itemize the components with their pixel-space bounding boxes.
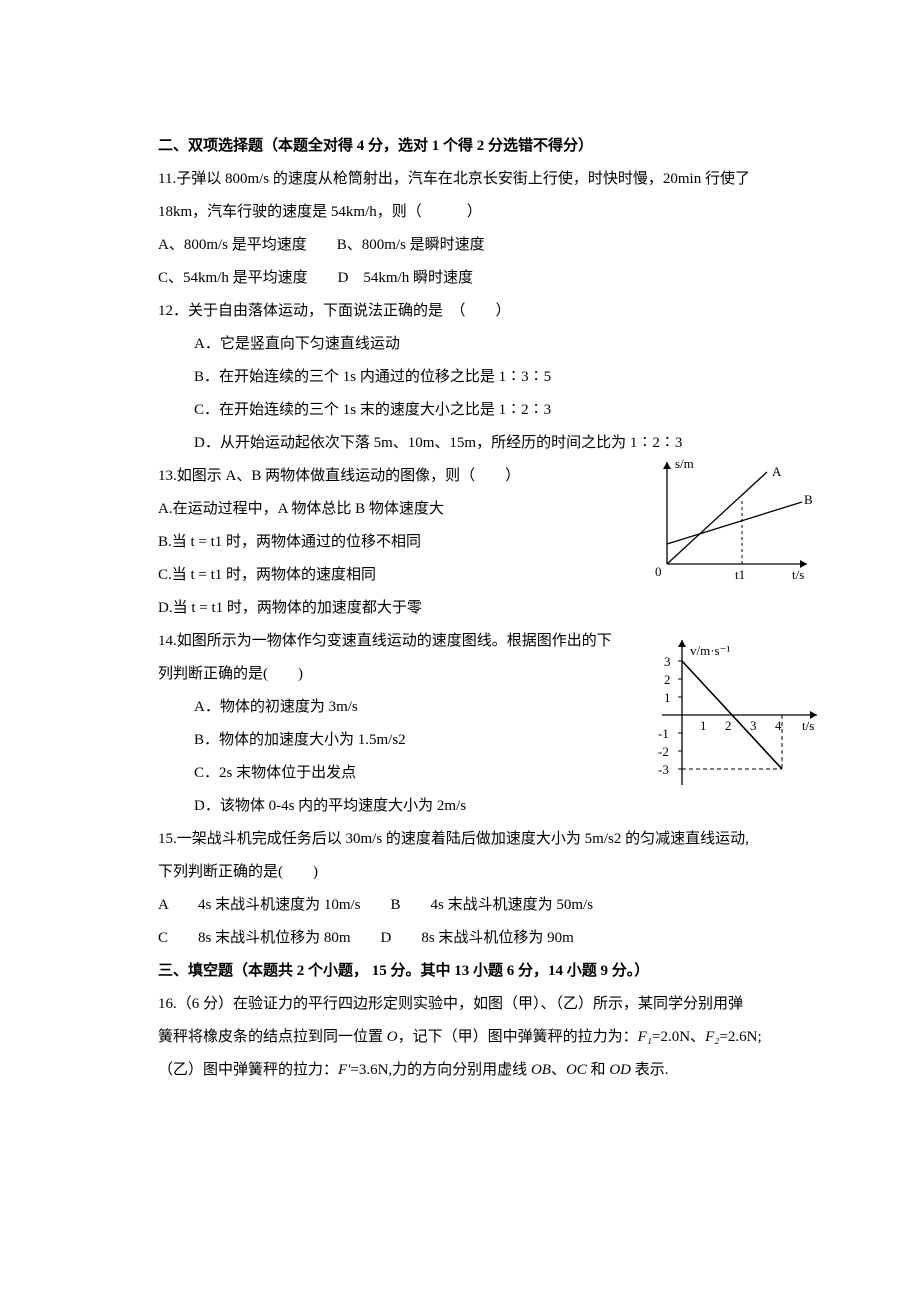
- q14-ytick-2: 2: [664, 672, 671, 687]
- q13-fig-t1: t1: [735, 567, 745, 582]
- q16-l3-oc: OC: [566, 1062, 587, 1078]
- q16-l2-a: 簧秤将橡皮条的结点拉到同一位置: [158, 1029, 387, 1045]
- question-15: 15.一架战斗机完成任务后以 30m/s 的速度着陆后做加速度大小为 5m/s2…: [158, 823, 792, 955]
- q13-fig-ylabel: s/m: [675, 456, 694, 471]
- q16-l2-c: =2.0N、: [652, 1029, 705, 1045]
- q16-l3-a: （乙）图中弹簧秤的拉力：: [158, 1062, 338, 1078]
- q15-options-cd: C 8s 末战斗机位移为 80m D 8s 末战斗机位移为 90m: [158, 922, 792, 955]
- q11-options-cd: C、54km/h 是平均速度 D 54km/h 瞬时速度: [158, 262, 792, 295]
- section-2-heading: 二、双项选择题（本题全对得 4 分，选对 1 个得 2 分选错不得分）: [158, 130, 792, 163]
- q13-fig-label-a: A: [772, 464, 782, 479]
- q11-options-ab: A、800m/s 是平均速度 B、800m/s 是瞬时速度: [158, 229, 792, 262]
- q15-options-ab: A 4s 末战斗机速度为 10m/s B 4s 末战斗机速度为 50m/s: [158, 889, 792, 922]
- q16-l3-e: 表示.: [631, 1062, 669, 1078]
- q16-l3-c: 、: [551, 1062, 566, 1078]
- q13-fig-xlabel: t/s: [792, 567, 804, 582]
- q16-l3-b: =3.6N,力的方向分别用虚线: [350, 1062, 531, 1078]
- question-14: 14.如图所示为一物体作匀变速直线运动的速度图线。根据图作出的下 列判断正确的是…: [158, 625, 792, 823]
- q14-ytick-3: 3: [664, 654, 671, 669]
- q11-stem-line2: 18km，汽车行驶的速度是 54km/h，则（ ）: [158, 196, 792, 229]
- q16-l3-od: OD: [609, 1062, 631, 1078]
- q16-l3-f: F': [338, 1062, 350, 1078]
- q11-stem-line1: 11.子弹以 800m/s 的速度从枪筒射出，汽车在北京长安街上行使，时快时慢，…: [158, 163, 792, 196]
- q12-stem: 12．关于自由落体运动，下面说法正确的是 （ ）: [158, 295, 792, 328]
- question-11: 11.子弹以 800m/s 的速度从枪筒射出，汽车在北京长安街上行使，时快时慢，…: [158, 163, 792, 295]
- q14-xlabel: t/s: [802, 718, 814, 733]
- q13-fig-label-b: B: [804, 492, 813, 507]
- q15-stem-line2: 下列判断正确的是( ): [158, 856, 792, 889]
- q14-xtick-3: 3: [750, 718, 757, 733]
- q13-figure: A B s/m t/s t1 0: [647, 454, 822, 597]
- q16-line2: 簧秤将橡皮条的结点拉到同一位置 O，记下（甲）图中弹簧秤的拉力为：F₁=2.0N…: [158, 1021, 792, 1054]
- q14-ylabel: v/m·s⁻¹: [690, 643, 730, 658]
- q16-l2-O: O: [387, 1029, 398, 1045]
- q14-ytick-1: 1: [664, 690, 671, 705]
- q14-xtick-2: 2: [725, 718, 732, 733]
- question-12: 12．关于自由落体运动，下面说法正确的是 （ ） A．它是竖直向下匀速直线运动 …: [158, 295, 792, 460]
- q12-option-a: A．它是竖直向下匀速直线运动: [158, 328, 792, 361]
- q16-l2-b: ，记下（甲）图中弹簧秤的拉力为：: [398, 1029, 638, 1045]
- question-16: 16.（6 分）在验证力的平行四边形定则实验中，如图（甲）、（乙）所示，某同学分…: [158, 988, 792, 1087]
- q13-fig-origin: 0: [655, 564, 662, 579]
- q16-l2-d: =2.6N;: [719, 1029, 761, 1045]
- q12-option-c: C．在开始连续的三个 1s 末的速度大小之比是 1∶2∶3: [158, 394, 792, 427]
- q12-option-b: B．在开始连续的三个 1s 内通过的位移之比是 1∶3∶5: [158, 361, 792, 394]
- section-3-heading: 三、填空题（本题共 2 个小题， 15 分。其中 13 小题 6 分，14 小题…: [158, 955, 792, 988]
- q16-l3-ob: OB: [531, 1062, 551, 1078]
- q14-ytick-n1: -1: [658, 726, 669, 741]
- q16-l2-f1: F₁: [638, 1029, 652, 1045]
- q14-figure: 3 2 1 -1 -2 -3 1 2 3 4 v/m·s⁻¹ t/s: [642, 625, 832, 818]
- q14-ytick-n2: -2: [658, 744, 669, 759]
- question-13: 13.如图示 A、B 两物体做直线运动的图像，则（ ） A.在运动过程中，A 物…: [158, 460, 792, 625]
- q14-xtick-4: 4: [775, 718, 782, 733]
- q16-l2-f2: F₂: [705, 1029, 719, 1045]
- q14-ytick-n3: -3: [658, 762, 669, 777]
- q16-line1: 16.（6 分）在验证力的平行四边形定则实验中，如图（甲）、（乙）所示，某同学分…: [158, 988, 792, 1021]
- q14-xtick-1: 1: [700, 718, 707, 733]
- q16-line3: （乙）图中弹簧秤的拉力：F'=3.6N,力的方向分别用虚线 OB、OC 和 OD…: [158, 1054, 792, 1087]
- q15-stem-line1: 15.一架战斗机完成任务后以 30m/s 的速度着陆后做加速度大小为 5m/s2…: [158, 823, 792, 856]
- q16-l3-d: 和: [587, 1062, 610, 1078]
